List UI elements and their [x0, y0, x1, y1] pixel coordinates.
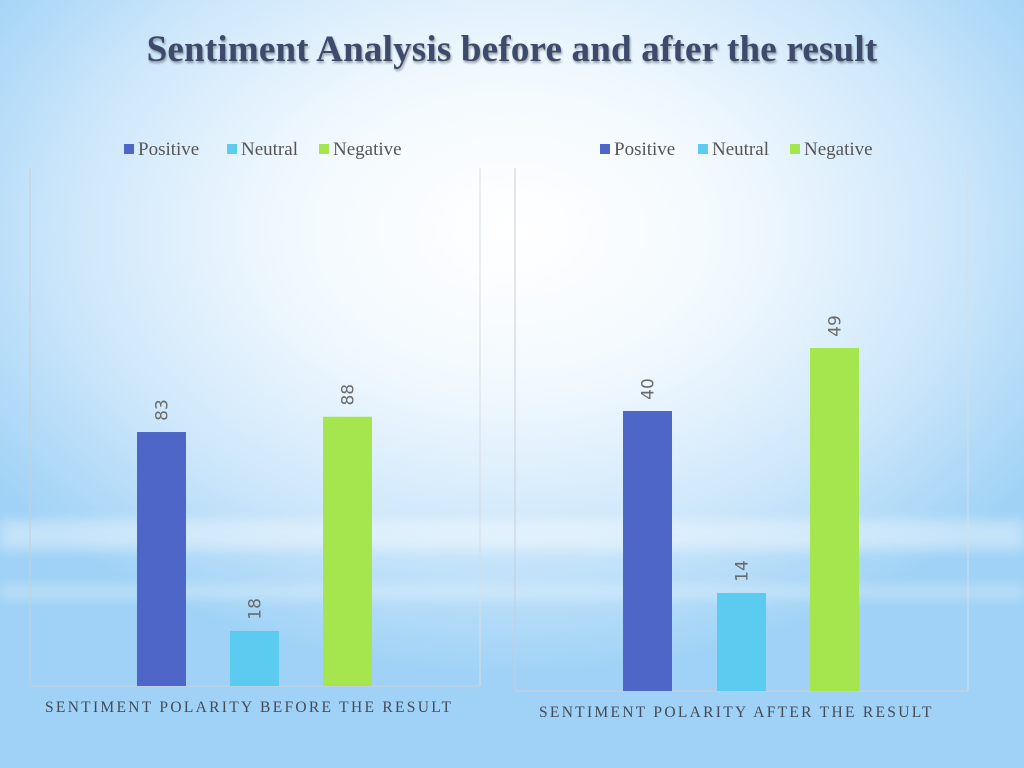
data-label-negative: 88 [339, 384, 359, 406]
legend-swatch-neutral [698, 144, 708, 154]
bar-negative [323, 416, 372, 686]
bar-neutral [230, 630, 279, 686]
legend-swatch-negative [790, 144, 800, 154]
legend-swatch-positive [600, 144, 610, 154]
legend-label-neutral: Neutral [241, 139, 298, 160]
bar-positive [623, 411, 672, 691]
legend-label-positive: Positive [614, 139, 675, 160]
legend-swatch-neutral [227, 144, 237, 154]
legend-label-positive: Positive [138, 139, 199, 160]
data-label-neutral: 18 [246, 598, 266, 620]
legend-label-negative: Negative [333, 139, 402, 160]
legend-swatch-negative [319, 144, 329, 154]
x-axis-title: SENTIMENT POLARITY BEFORE THE RESULT [45, 699, 453, 716]
legend-label-neutral: Neutral [712, 139, 769, 160]
data-label-neutral: 14 [733, 560, 753, 582]
bar-negative [810, 348, 859, 691]
bar-positive [137, 432, 186, 686]
chart-legend: Positive Neutral Negative [124, 139, 402, 160]
bar-neutral [717, 593, 766, 691]
background-highlight-band [0, 585, 1024, 599]
legend-label-negative: Negative [804, 139, 873, 160]
legend-swatch-positive [124, 144, 134, 154]
chart-legend: Positive Neutral Negative [600, 139, 873, 160]
data-label-positive: 40 [639, 378, 659, 400]
slide-title: Sentiment Analysis before and after the … [146, 29, 878, 70]
x-axis-title: SENTIMENT POLARITY AFTER THE RESULT [539, 704, 934, 721]
data-label-positive: 83 [153, 399, 173, 421]
data-label-negative: 49 [826, 315, 846, 337]
